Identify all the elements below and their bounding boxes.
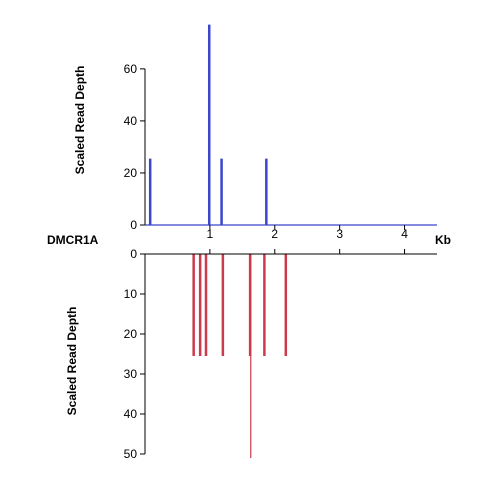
x-axis: 1 2 3 4 <box>207 225 408 254</box>
x-unit-label: Kb <box>435 233 451 247</box>
bottom-y-tick-label: 40 <box>124 407 138 421</box>
bottom-y-tick-label: 10 <box>124 287 138 301</box>
bottom-y-axis-label: Scaled Read Depth <box>65 307 79 416</box>
gene-label: DMCR1A <box>47 233 99 247</box>
top-y-tick-label: 0 <box>130 218 137 232</box>
x-tick-label: 1 <box>207 227 214 241</box>
x-tick-label: 4 <box>401 227 408 241</box>
bottom-panel: 0 10 20 30 40 50 <box>124 247 437 461</box>
bottom-y-tick-label: 50 <box>124 447 138 461</box>
top-y-tick-label: 20 <box>124 166 138 180</box>
bottom-y-tick-label: 30 <box>124 367 138 381</box>
x-tick-label: 3 <box>336 227 343 241</box>
top-y-tick-label: 40 <box>124 114 138 128</box>
bottom-y-tick-label: 20 <box>124 327 138 341</box>
top-y-tick-label: 60 <box>124 62 138 76</box>
top-y-axis-label: Scaled Read Depth <box>73 66 87 175</box>
x-tick-label: 2 <box>271 227 278 241</box>
top-panel: 0 20 40 60 <box>124 24 437 232</box>
bottom-y-tick-label: 0 <box>130 247 137 261</box>
